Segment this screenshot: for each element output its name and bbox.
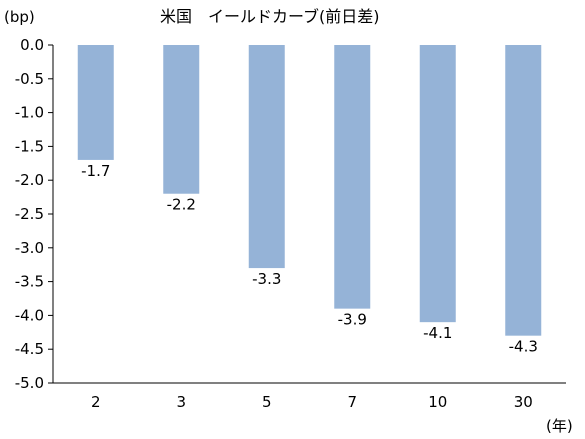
bar-10 — [419, 45, 456, 323]
data-label-7: -3.9 — [338, 311, 367, 329]
y-tick-label: -5.0 — [15, 374, 44, 392]
x-tick-label-3: 3 — [176, 393, 186, 411]
y-axis-unit-label: (bp) — [4, 8, 35, 26]
chart-title: 米国 イールドカーブ(前日差) — [160, 7, 380, 26]
x-tick-label-2: 2 — [91, 393, 101, 411]
x-tick-label-30: 30 — [514, 393, 533, 411]
y-tick-label: -0.5 — [15, 70, 44, 88]
plot-area: -1.7 2 -2.2 3 -3.3 5 -3.9 7 -4.1 10 -4.3 30 0.0 -0.5 -… — [15, 36, 566, 411]
data-label-3: -2.2 — [167, 196, 196, 214]
bar-2 — [77, 45, 114, 160]
y-tick-label: -1.5 — [15, 137, 44, 155]
data-label-2: -1.7 — [81, 162, 110, 180]
y-tick-label: -2.5 — [15, 205, 44, 223]
data-label-10: -4.1 — [423, 324, 452, 342]
y-tick-label: 0.0 — [20, 36, 44, 54]
bar-7 — [334, 45, 371, 309]
bar-30 — [505, 45, 542, 336]
x-tick-label-7: 7 — [347, 393, 357, 411]
bar-3 — [163, 45, 200, 194]
y-tick-label: -4.5 — [15, 340, 44, 358]
y-tick-label: -1.0 — [15, 104, 44, 122]
x-tick-label-5: 5 — [262, 393, 272, 411]
y-tick-label: -2.0 — [15, 171, 44, 189]
x-tick-label-10: 10 — [428, 393, 447, 411]
y-tick-label: -4.0 — [15, 306, 44, 324]
data-label-5: -3.3 — [252, 270, 281, 288]
bar-5 — [248, 45, 285, 269]
x-axis-unit-label: (年) — [546, 417, 573, 435]
y-tick-label: -3.5 — [15, 273, 44, 291]
data-label-30: -4.3 — [509, 338, 538, 356]
y-tick-label: -3.0 — [15, 239, 44, 257]
